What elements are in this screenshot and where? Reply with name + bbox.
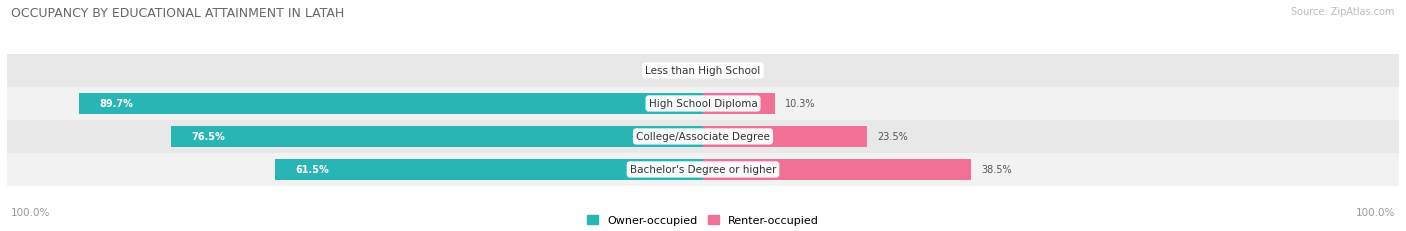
Text: 10.3%: 10.3% xyxy=(785,99,815,109)
Text: 76.5%: 76.5% xyxy=(191,132,225,142)
Bar xyxy=(703,160,972,180)
Bar xyxy=(703,127,866,147)
Text: High School Diploma: High School Diploma xyxy=(648,99,758,109)
Text: College/Associate Degree: College/Associate Degree xyxy=(636,132,770,142)
Bar xyxy=(7,153,1399,186)
Text: 38.5%: 38.5% xyxy=(981,165,1012,175)
Text: Less than High School: Less than High School xyxy=(645,66,761,76)
Bar xyxy=(7,55,1399,88)
Bar xyxy=(7,120,1399,153)
Text: 100.0%: 100.0% xyxy=(1355,207,1395,217)
Text: 61.5%: 61.5% xyxy=(295,165,329,175)
Bar xyxy=(703,94,775,114)
Text: 100.0%: 100.0% xyxy=(11,207,51,217)
Legend: Owner-occupied, Renter-occupied: Owner-occupied, Renter-occupied xyxy=(586,215,820,225)
Bar xyxy=(276,160,703,180)
Text: 89.7%: 89.7% xyxy=(100,99,134,109)
Text: Source: ZipAtlas.com: Source: ZipAtlas.com xyxy=(1291,7,1395,17)
Text: Bachelor's Degree or higher: Bachelor's Degree or higher xyxy=(630,165,776,175)
Text: OCCUPANCY BY EDUCATIONAL ATTAINMENT IN LATAH: OCCUPANCY BY EDUCATIONAL ATTAINMENT IN L… xyxy=(11,7,344,20)
Bar xyxy=(79,94,703,114)
Text: 0.0%: 0.0% xyxy=(724,66,748,76)
Text: 0.0%: 0.0% xyxy=(658,66,682,76)
Text: 23.5%: 23.5% xyxy=(877,132,908,142)
Bar xyxy=(7,88,1399,120)
Bar xyxy=(170,127,703,147)
